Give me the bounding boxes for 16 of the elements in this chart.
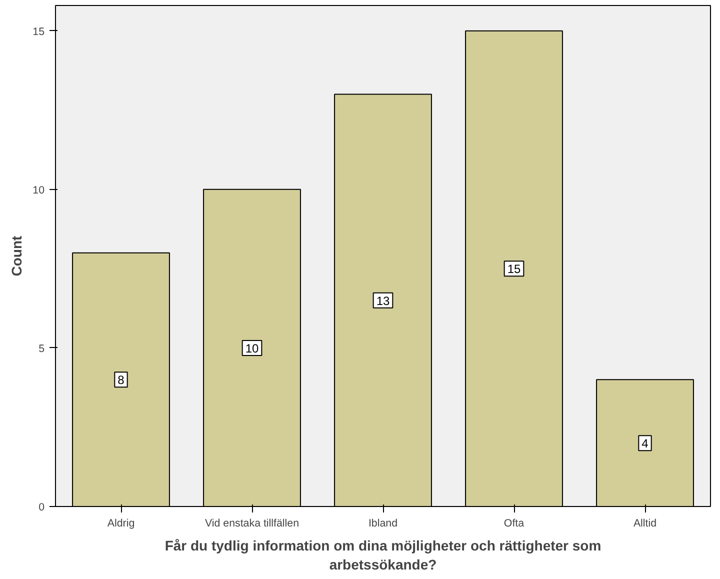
y-axis-title: Count [8,235,25,276]
y-tick-label: 10 [32,184,45,196]
y-tick-label: 5 [38,342,45,355]
data-label: 13 [376,294,390,308]
x-tick-label: Aldrig [107,518,135,530]
data-label: 15 [507,262,521,276]
data-label: 8 [118,373,125,388]
data-label: 4 [642,436,649,451]
x-axis-title: Får du tydlig information om dina möjligheter och rättigheter som arbetssökande? [164,538,602,573]
y-tick-label: 15 [32,26,45,38]
x-tick-label: Alltid [633,518,657,530]
x-tick-label: Ofta [504,518,524,530]
y-tick-label: 0 [38,502,45,514]
x-tick-label: Vid enstaka tillfällen [205,518,300,530]
data-label: 10 [245,341,259,356]
x-tick-label: Ibland [368,518,398,530]
